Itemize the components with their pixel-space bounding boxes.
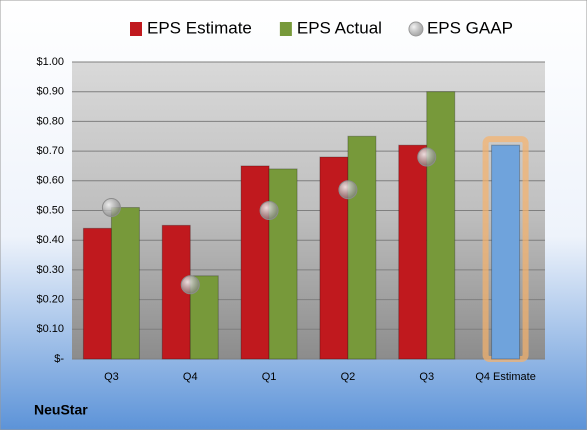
y-tick-label: $- [54,353,64,365]
y-tick-label: $0.80 [36,115,64,127]
bar [398,144,428,360]
x-tick-label: Q3 [419,371,434,383]
gaap-marker [417,147,437,167]
y-tick-label: $0.50 [36,204,64,216]
legend-label: EPS Estimate [147,18,252,37]
legend-marker [130,22,142,36]
y-tick-label: $0.60 [36,175,64,187]
y-tick-label: $0.10 [36,323,64,335]
bar [110,207,140,360]
gaap-marker [338,180,358,200]
y-tick-label: $0.30 [36,264,64,276]
x-tick-label: Q3 [104,371,119,383]
legend-marker [279,22,292,36]
caption: NeuStar [34,402,88,418]
bar [426,91,456,360]
legend-marker [408,21,424,37]
y-tick-label: $0.20 [36,294,64,306]
gaap-marker [259,201,279,220]
gaap-marker [180,275,200,295]
bar [319,156,349,360]
bar [491,144,521,360]
bar [347,135,377,360]
y-tick-label: $1.00 [36,56,64,68]
legend-label: EPS GAAP [427,18,513,37]
bar [240,165,270,360]
y-tick-label: $0.70 [36,145,64,157]
y-tick-label: $0.40 [36,234,64,246]
x-tick-label: Q2 [341,371,356,383]
x-tick-label: Q4 [183,371,198,383]
x-tick-label: Q1 [262,371,277,383]
legend-label: EPS Actual [297,18,382,37]
bar [268,168,298,360]
x-tick-label: Q4 Estimate [475,371,536,383]
bar [82,227,112,360]
gaap-marker [101,198,121,218]
y-tick-label: $0.90 [36,86,64,98]
